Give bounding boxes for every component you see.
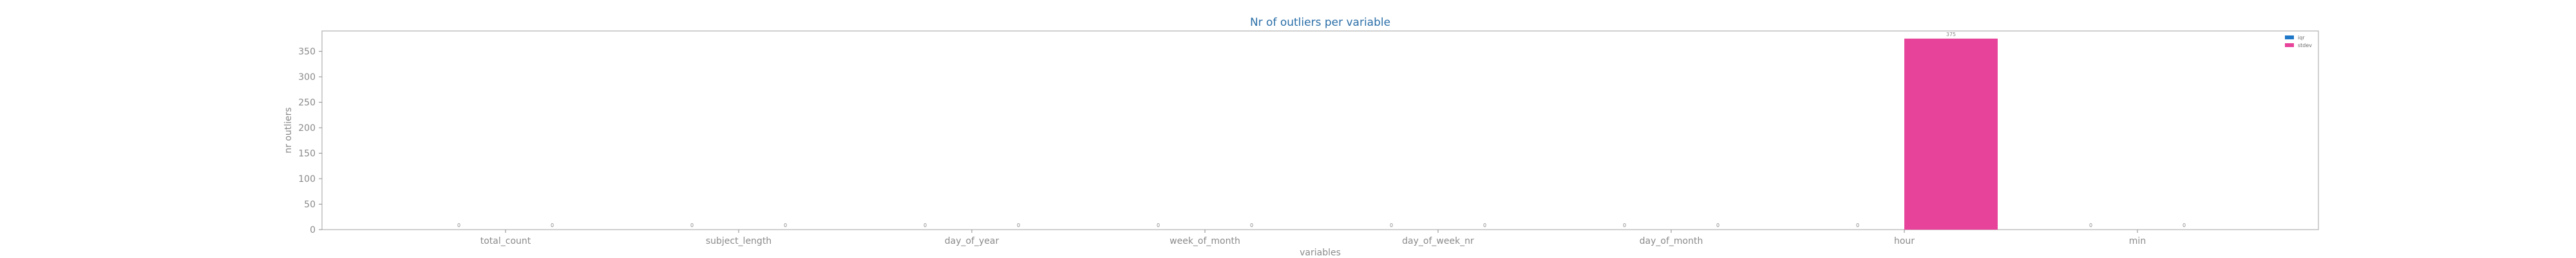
y-tick-label: 100 [298,174,316,184]
legend-label-stdev: stdev [2298,43,2312,48]
y-tick-label: 200 [298,123,316,134]
chart-title: Nr of outliers per variable [1250,16,1390,29]
bar-value-label: 0 [690,223,694,228]
bar-value-label: 0 [1390,223,1393,228]
bar-value-label: 375 [1946,32,1956,37]
bar-value-label: 0 [1856,223,1859,228]
legend: iqr stdev [2285,35,2312,48]
bar-value-label: 0 [457,223,460,228]
bar-value-label: 0 [1157,223,1160,228]
y-tick-label: 300 [298,72,316,83]
x-axis: total_count subject_length day_of_year week… [480,230,2146,246]
x-tick-label: subject_length [706,236,772,246]
bar-value-label: 0 [923,223,927,228]
bar-value-label: 0 [784,223,787,228]
y-tick-label: 150 [298,149,316,159]
y-tick-label: 50 [304,200,316,210]
y-tick-label: 350 [298,47,316,57]
bar-values-group: 0 0 0 0 0 0 0 0 0 0 0 0 0 375 0 0 [457,32,2186,228]
bar-value-label: 0 [2089,223,2092,228]
legend-swatch-stdev [2285,43,2294,47]
plot-frame [321,30,2319,230]
bar-value-label: 0 [1716,223,1719,228]
y-tick-label: 0 [310,225,316,235]
legend-swatch-iqr [2285,35,2294,39]
x-tick-label: total_count [480,236,531,246]
bar-value-label: 0 [1250,223,1253,228]
bar-value-label: 0 [551,223,554,228]
bar-value-label: 0 [1483,223,1486,228]
y-axis-label: nr outliers [283,107,294,153]
x-tick-label: week_of_month [1170,236,1240,246]
x-tick-label: hour [1894,236,1915,246]
bar-stdev-hour [1904,38,1998,230]
bar-value-label: 0 [1017,223,1020,228]
y-tick-label: 250 [298,98,316,108]
y-axis: 0 50 100 150 200 250 300 350 [298,47,322,235]
bars-group [1904,38,1998,230]
bar-value-label: 0 [1623,223,1626,228]
bar-value-label: 0 [2183,223,2186,228]
legend-label-iqr: iqr [2298,35,2305,41]
x-tick-label: min [2129,236,2146,246]
x-tick-label: day_of_year [945,236,999,246]
x-axis-label: variables [1300,248,1341,258]
x-tick-label: day_of_week_nr [1402,236,1474,246]
x-tick-label: day_of_month [1640,236,1703,246]
